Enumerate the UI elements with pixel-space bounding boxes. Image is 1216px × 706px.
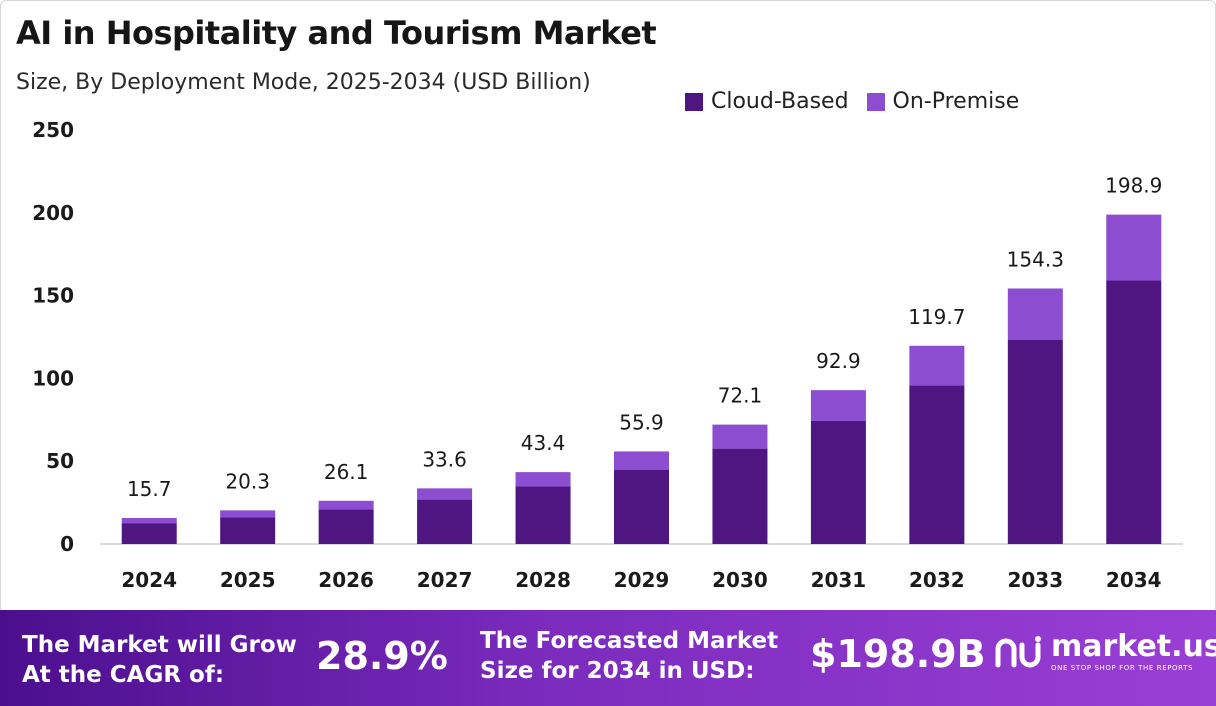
legend-item-cloud-based: Cloud-Based	[685, 89, 849, 114]
x-tick-label: 2032	[909, 568, 965, 592]
bar-segment-cloud-based	[417, 499, 473, 544]
bar-total-label: 20.3	[225, 469, 270, 493]
bar-segment-on-premise	[909, 345, 965, 386]
bar-segment-cloud-based	[1106, 280, 1162, 544]
x-tick-label: 2028	[515, 568, 571, 592]
forecast-label-line2: Size for 2034 in USD:	[480, 658, 755, 684]
legend-swatch-cloud-based	[685, 92, 703, 111]
bar-segment-cloud-based	[220, 517, 276, 544]
y-tick-label: 50	[46, 449, 74, 473]
x-tick-label: 2025	[220, 568, 276, 592]
legend-label-on-premise: On-Premise	[892, 89, 1020, 114]
bar-chart: 0 50 100 150 200 250 15.7 2024 20.3 2025 26.1 2026 3…	[32, 118, 1183, 592]
bar-total-label: 26.1	[324, 460, 369, 484]
cagr-label-line2: At the CAGR of:	[22, 662, 225, 688]
bar-total-label: 15.7	[127, 477, 172, 501]
legend-label-cloud-based: Cloud-Based	[711, 89, 849, 114]
cagr-value: 28.9%	[316, 634, 448, 678]
bar-segment-on-premise	[712, 424, 768, 449]
bar-segment-on-premise	[417, 488, 473, 500]
cagr-label-line1: The Market will Grow	[22, 632, 297, 658]
bar-total-label: 119.7	[908, 305, 965, 329]
forecast-label-line1: The Forecasted Market	[480, 628, 779, 654]
bar-segment-cloud-based	[712, 448, 768, 544]
bar-segment-cloud-based	[810, 420, 866, 544]
x-tick-label: 2024	[121, 568, 177, 592]
y-tick-label: 100	[32, 366, 74, 390]
x-tick-label: 2033	[1007, 568, 1063, 592]
legend-item-on-premise: On-Premise	[866, 89, 1020, 114]
bar-segment-cloud-based	[121, 523, 177, 544]
x-tick-label: 2034	[1106, 568, 1162, 592]
brand-logo: market.us ONE STOP SHOP FOR THE REPORTS	[993, 632, 1216, 672]
x-tick-label: 2031	[811, 568, 867, 592]
market-us-logo-icon	[995, 636, 1041, 668]
bar-segment-on-premise	[810, 390, 866, 421]
bar-total-label: 92.9	[816, 349, 861, 373]
bar-total-label: 72.1	[718, 384, 763, 408]
bar-segment-cloud-based	[515, 486, 571, 544]
x-tick-label: 2027	[417, 568, 473, 592]
bar-segment-on-premise	[614, 451, 669, 470]
bar-total-label: 154.3	[1007, 247, 1064, 271]
bar-segment-on-premise	[121, 518, 177, 524]
y-tick-label: 150	[32, 284, 74, 308]
logo-name: market.us	[1051, 629, 1216, 664]
chart-subtitle: Size, By Deployment Mode, 2025-2034 (USD…	[16, 70, 591, 95]
forecast-label: The Forecasted Market Size for 2034 in U…	[480, 626, 778, 686]
forecast-value: $198.9B	[810, 632, 986, 676]
bar-segment-cloud-based	[1007, 339, 1063, 544]
bar-segment-on-premise	[1007, 288, 1063, 340]
cagr-label: The Market will Grow At the CAGR of:	[22, 630, 297, 690]
y-tick-label: 200	[32, 201, 74, 225]
x-tick-label: 2030	[712, 568, 768, 592]
bar-total-label: 55.9	[619, 410, 664, 434]
bar-segment-cloud-based	[614, 469, 669, 544]
logo-tagline: ONE STOP SHOP FOR THE REPORTS	[1051, 664, 1194, 672]
bar-segment-on-premise	[1106, 214, 1162, 281]
bar-total-label: 43.4	[521, 431, 566, 455]
bar-segment-on-premise	[220, 510, 276, 518]
bar-total-label: 198.9	[1105, 174, 1162, 198]
bar-segment-cloud-based	[318, 509, 374, 544]
y-tick-label: 250	[32, 118, 74, 142]
x-tick-label: 2026	[318, 568, 374, 592]
bar-segment-on-premise	[318, 500, 374, 510]
bar-segment-on-premise	[515, 472, 571, 487]
legend-swatch-on-premise	[866, 92, 885, 111]
y-tick-label: 0	[60, 532, 74, 556]
bar-segment-cloud-based	[909, 385, 965, 544]
bar-total-label: 33.6	[422, 447, 467, 471]
legend: Cloud-Based On-Premise	[685, 89, 1019, 114]
chart-title: AI in Hospitality and Tourism Market	[16, 14, 657, 52]
x-tick-label: 2029	[614, 568, 670, 592]
